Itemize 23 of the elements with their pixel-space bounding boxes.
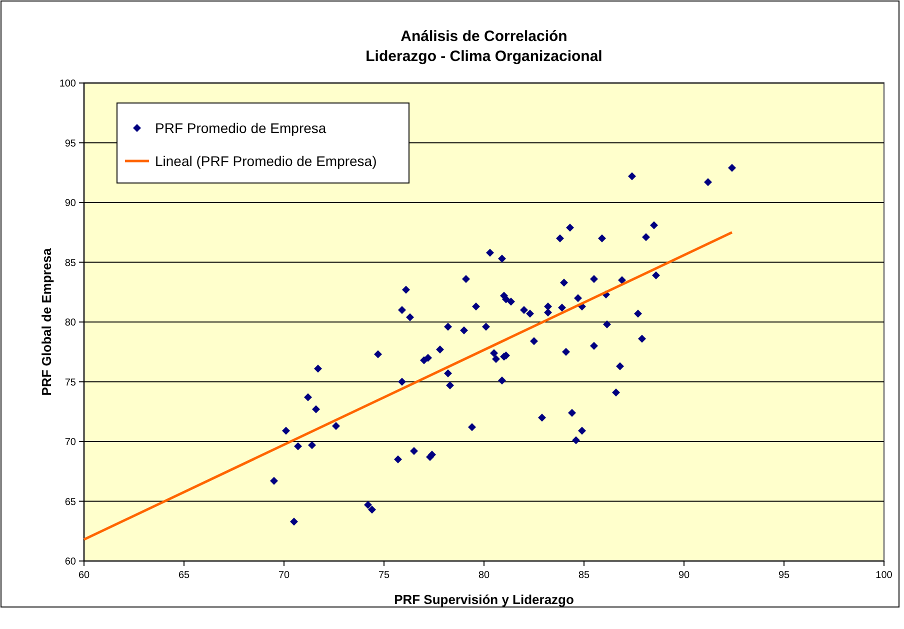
y-tick-label: 85 bbox=[64, 258, 76, 269]
legend-label: PRF Promedio de Empresa bbox=[155, 120, 326, 136]
y-tick-label: 100 bbox=[59, 78, 76, 90]
y-tick-label: 65 bbox=[64, 496, 76, 508]
y-tick-label: 70 bbox=[64, 437, 76, 448]
x-tick-label: 65 bbox=[178, 570, 190, 581]
y-tick-label: 90 bbox=[64, 198, 76, 209]
x-tick-label: 80 bbox=[478, 570, 490, 581]
y-axis-title: PRF Global de Empresa bbox=[39, 248, 54, 396]
x-tick-label: 85 bbox=[578, 570, 590, 581]
y-tick-label: 80 bbox=[64, 318, 76, 328]
x-axis-title: PRF Supervisión y Liderazgo bbox=[394, 592, 574, 607]
chart-title: Análisis de Correlación Liderazgo - Clima Organizacional bbox=[366, 28, 602, 65]
x-tick-label: 75 bbox=[378, 570, 390, 581]
x-tick-label: 95 bbox=[778, 570, 790, 581]
x-tick-label: 90 bbox=[678, 570, 690, 581]
y-tick-label: 75 bbox=[64, 377, 76, 388]
legend-label: Lineal (PRF Promedio de Empresa) bbox=[155, 153, 377, 169]
x-tick-label: 70 bbox=[278, 570, 290, 581]
x-tick-label: 100 bbox=[876, 570, 893, 581]
y-tick-label: 95 bbox=[64, 138, 76, 150]
y-tick-label: 60 bbox=[64, 556, 76, 568]
x-tick-label: 60 bbox=[78, 570, 90, 581]
